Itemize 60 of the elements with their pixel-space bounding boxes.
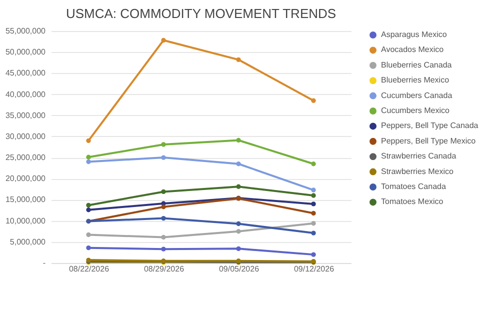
point [311, 188, 316, 192]
point [311, 221, 316, 226]
point [161, 234, 166, 240]
y-tick-label: 30,000,000 [5, 132, 46, 141]
chart-title: USMCA: COMMODITY MOVEMENT TRENDS [66, 6, 336, 21]
legend-label: Cucumbers Mexico [381, 106, 450, 115]
point [86, 154, 91, 160]
legend-label: Blueberries Mexico [381, 76, 450, 85]
point [161, 246, 166, 252]
point [161, 38, 166, 43]
legend-label: Peppers, Bell Type Mexico [381, 136, 476, 146]
point [236, 229, 241, 234]
x-tick-label: 09/12/2026 [294, 264, 335, 274]
y-tick-label: 5,000,000 [10, 237, 46, 246]
y-tick-label: 25,000,000 [5, 153, 46, 162]
point [161, 216, 166, 221]
point [236, 57, 241, 62]
point [86, 202, 91, 208]
y-tick-label: - [42, 258, 46, 268]
point [161, 189, 166, 194]
y-tick-label: 15,000,000 [5, 195, 46, 204]
point [236, 221, 241, 226]
legend-label: Strawberries Mexico [381, 166, 454, 176]
point [161, 155, 166, 160]
y-tick-label: 55,000,000 [5, 26, 46, 36]
point [86, 159, 91, 164]
point [86, 138, 91, 144]
point [236, 138, 241, 143]
point [86, 245, 91, 250]
point [311, 230, 316, 236]
point [311, 193, 316, 198]
point [236, 162, 241, 166]
point [86, 232, 91, 238]
point [161, 204, 166, 210]
legend-label: Asparagus Mexico [381, 30, 448, 39]
legend-label: Blueberries Canada [381, 60, 452, 70]
legend-label: Cucumbers Canada [381, 90, 453, 100]
y-tick-label: 50,000,000 [5, 48, 46, 57]
legend-label: Tomatoes Mexico [381, 197, 444, 206]
y-tick-label: 20,000,000 [5, 174, 46, 184]
point [311, 162, 316, 166]
x-tick-label: 09/05/2026 [218, 264, 260, 274]
point [311, 202, 316, 206]
x-tick-label: 08/29/2026 [144, 264, 185, 274]
x-tick-label: 08/22/2026 [68, 264, 110, 274]
legend-label: Strawberries Canada [381, 152, 457, 161]
point [311, 210, 316, 216]
point [311, 252, 316, 257]
legend-label: Avocados Mexico [381, 45, 444, 54]
point [236, 246, 241, 251]
y-tick-label: 35,000,000 [5, 110, 46, 120]
y-tick-label: 10,000,000 [5, 216, 46, 226]
point [236, 184, 241, 189]
point [311, 98, 316, 103]
legend-label: Tomatoes Canada [381, 182, 446, 191]
y-tick-label: 45,000,000 [5, 68, 46, 78]
point [161, 142, 166, 147]
y-tick-label: 40,000,000 [5, 90, 46, 99]
legend-label: Peppers, Bell Type Canada [381, 121, 479, 130]
point [86, 208, 91, 212]
